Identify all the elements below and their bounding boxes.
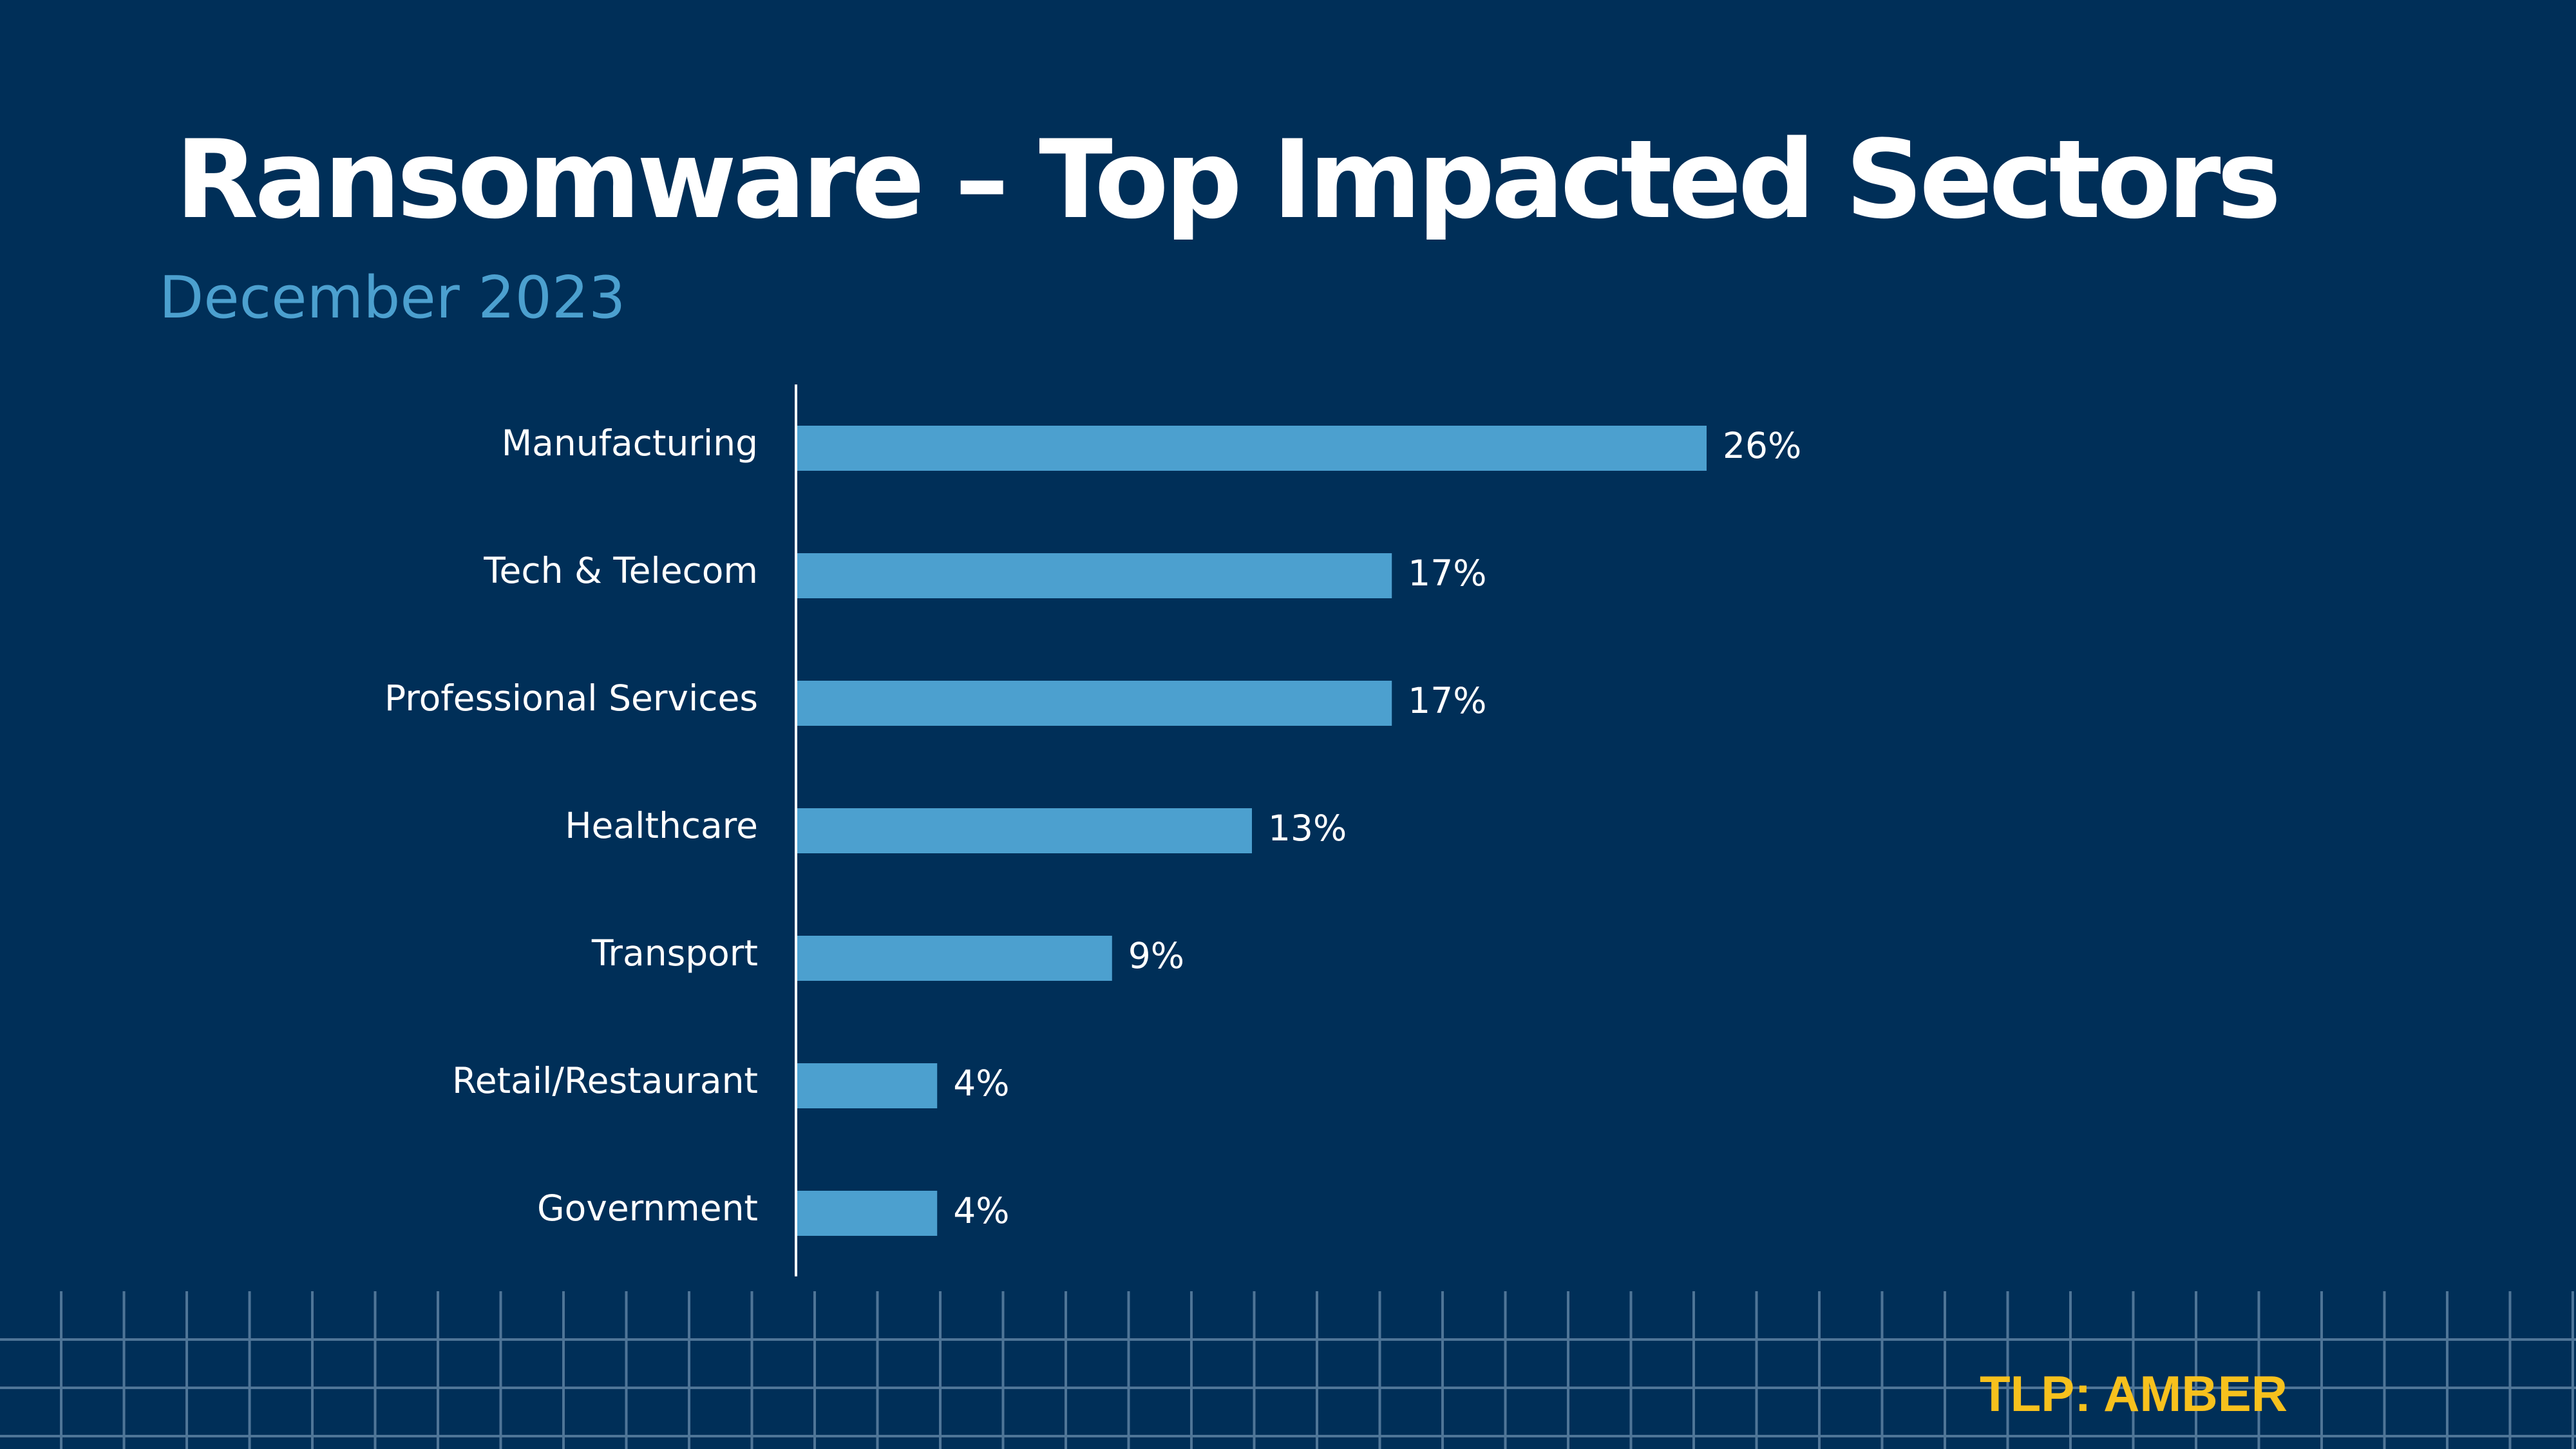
slide-subtitle: December 2023	[159, 264, 626, 332]
slide-title: Ransomware – Top Impacted Sectors	[175, 117, 2281, 243]
value-label: 9%	[1128, 935, 1184, 976]
bar	[797, 1063, 938, 1108]
tlp-label: TLP: AMBER	[1980, 1365, 2288, 1422]
bar	[797, 936, 1112, 981]
value-label: 17%	[1408, 553, 1486, 594]
bar	[797, 553, 1392, 598]
value-label: 4%	[953, 1190, 1009, 1231]
category-label: Manufacturing	[502, 422, 758, 464]
value-label: 26%	[1723, 425, 1801, 466]
category-label: Government	[537, 1188, 758, 1229]
category-label: Retail/Restaurant	[452, 1060, 758, 1101]
value-label: 13%	[1268, 808, 1347, 849]
value-label: 4%	[953, 1063, 1009, 1104]
category-label: Professional Services	[384, 677, 758, 719]
bar	[797, 1191, 938, 1236]
decorative-grid	[0, 1291, 2576, 1449]
value-label: 17%	[1408, 680, 1486, 721]
category-label: Healthcare	[565, 805, 758, 846]
bar	[797, 681, 1392, 726]
bar-series: Manufacturing 26% Tech & Telecom 17% Profess…	[384, 422, 1801, 1236]
bar	[797, 808, 1252, 853]
category-label: Transport	[591, 933, 758, 974]
bar	[797, 426, 1707, 471]
category-label: Tech & Telecom	[483, 550, 758, 591]
